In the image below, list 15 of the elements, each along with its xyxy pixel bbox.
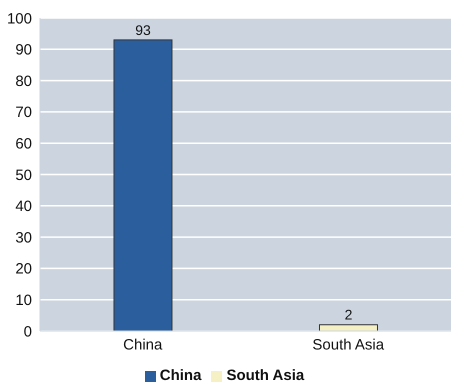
y-tick-label: 80 bbox=[15, 72, 32, 90]
data-label: 93 bbox=[135, 22, 151, 38]
data-label: 2 bbox=[344, 306, 353, 323]
y-tick-label: 10 bbox=[15, 292, 32, 310]
y-tick-label: 20 bbox=[15, 260, 32, 278]
y-tick-label: 0 bbox=[24, 323, 32, 340]
legend-label: South Asia bbox=[226, 367, 304, 384]
legend-label: China bbox=[160, 367, 202, 384]
y-tick-label: 70 bbox=[15, 104, 32, 122]
y-tick-label: 40 bbox=[15, 198, 32, 216]
y-tick-label: 90 bbox=[15, 42, 32, 59]
y-tick-label: 50 bbox=[15, 166, 32, 184]
y-tick-label: 30 bbox=[15, 229, 32, 246]
y-tick-label: 100 bbox=[6, 10, 32, 28]
y-tick-label: 60 bbox=[15, 136, 32, 153]
